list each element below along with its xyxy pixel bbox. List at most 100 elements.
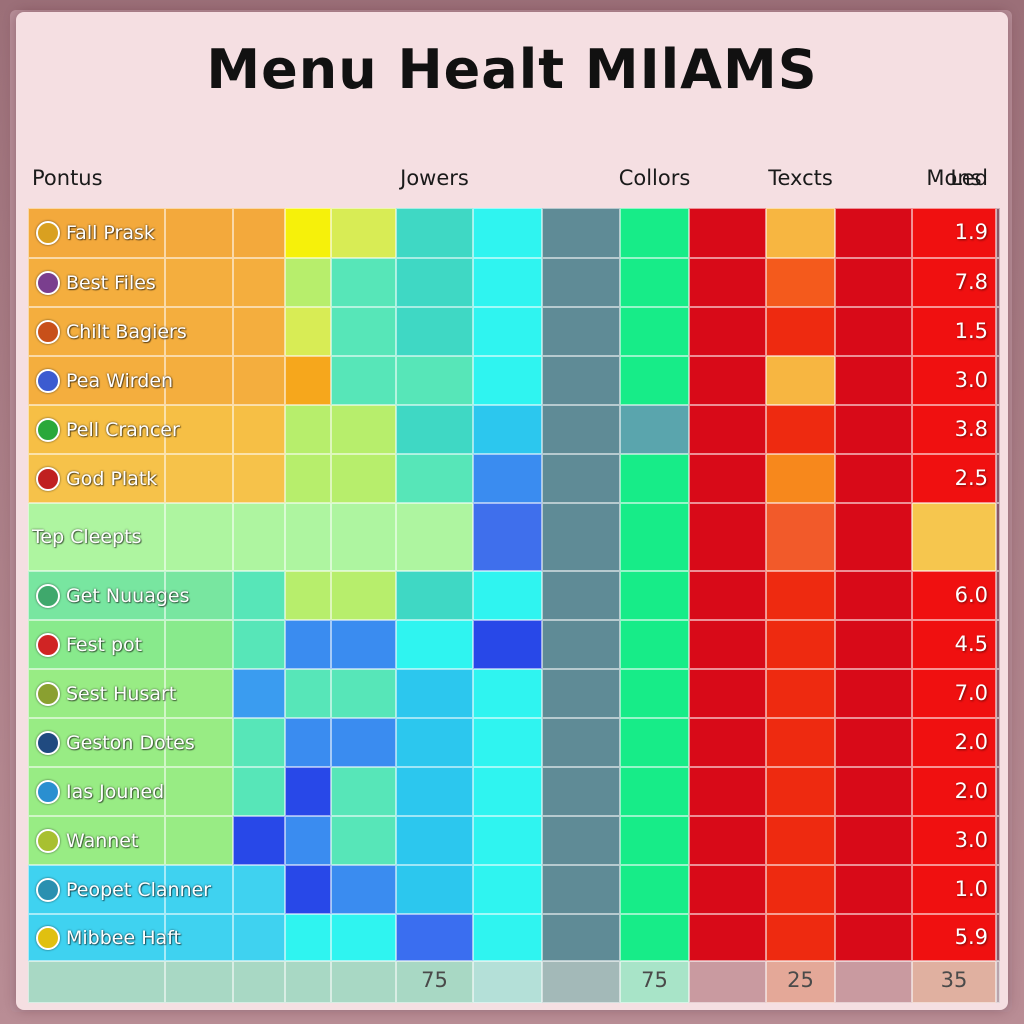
heatmap-cell — [912, 454, 996, 503]
heatmap-cell — [766, 767, 835, 816]
heatmap-cell — [396, 620, 473, 669]
row-value: 7.0 — [954, 680, 988, 705]
column-header: Led — [950, 166, 988, 190]
heatmap-cell — [766, 307, 835, 356]
chart-title: Menu Healt MIlAMS — [206, 38, 818, 101]
heatmap-cell — [620, 356, 689, 405]
heatmap-cell — [396, 816, 473, 865]
row-label: Best Files — [36, 270, 156, 295]
row-label: God Platk — [36, 466, 157, 491]
heatmap-cell — [473, 356, 542, 405]
heatmap-cell — [331, 718, 396, 767]
row-value: 2.0 — [954, 778, 988, 803]
heatmap-cell — [396, 669, 473, 718]
heatmap-cell — [542, 356, 620, 405]
heatmap-cell — [766, 865, 835, 914]
row-value: 5.9 — [954, 924, 988, 949]
heatmap-cell — [689, 669, 766, 718]
heatmap-cell — [689, 356, 766, 405]
heatmap-cell — [542, 307, 620, 356]
heatmap-cell — [28, 503, 165, 571]
heatmap-cell — [165, 816, 233, 865]
heatmap-cell — [233, 865, 285, 914]
value-cell — [996, 258, 1000, 307]
row-label-text: Ias Jouned — [66, 780, 165, 803]
heatmap-cell — [233, 620, 285, 669]
footer-cell — [689, 961, 766, 1003]
heatmap-cell — [165, 865, 233, 914]
heatmap-cell — [766, 356, 835, 405]
heatmap-cell — [396, 767, 473, 816]
heatmap-cell — [835, 356, 912, 405]
value-cell — [996, 356, 1000, 405]
row-value: 2.5 — [954, 465, 988, 490]
heatmap-cell — [620, 914, 689, 961]
heatmap-cell — [689, 571, 766, 620]
heatmap-cell — [285, 307, 331, 356]
heatmap-cell — [766, 669, 835, 718]
heatmap-cell — [473, 914, 542, 961]
heatmap-cell — [285, 816, 331, 865]
heatmap-cell — [689, 258, 766, 307]
value-cell — [996, 503, 1000, 571]
heatmap-cell — [766, 718, 835, 767]
row-label: Tep Cleepts — [32, 525, 142, 549]
heatmap-cell — [165, 767, 233, 816]
heatmap-cell — [542, 816, 620, 865]
column-header: Mons — [926, 166, 982, 190]
value-cell — [996, 865, 1000, 914]
footer-cell — [835, 961, 912, 1003]
heatmap-cell — [473, 718, 542, 767]
column-header: Texcts — [768, 166, 833, 190]
heatmap-cell — [835, 258, 912, 307]
heatmap-cell — [542, 620, 620, 669]
heatmap-cell — [620, 718, 689, 767]
heatmap-cell — [912, 571, 996, 620]
value-cell — [996, 816, 1000, 865]
row-icon — [36, 368, 60, 393]
heatmap-cell — [542, 767, 620, 816]
footer-cell — [396, 961, 473, 1003]
heatmap-cell — [620, 503, 689, 571]
heatmap-cell — [689, 307, 766, 356]
heatmap-cell — [396, 718, 473, 767]
heatmap-cell — [766, 914, 835, 961]
row-value: 4.5 — [954, 631, 988, 656]
footer-cell — [233, 961, 285, 1003]
heatmap-cell — [542, 718, 620, 767]
heatmap-cell — [285, 356, 331, 405]
value-cell — [996, 454, 1000, 503]
heatmap-cell — [331, 620, 396, 669]
heatmap-cell — [331, 405, 396, 454]
heatmap-cell — [165, 454, 233, 503]
heatmap-cell — [766, 454, 835, 503]
heatmap-cell — [542, 454, 620, 503]
row-icon — [36, 925, 60, 950]
heatmap-cell — [689, 914, 766, 961]
column-header: Jowers — [400, 166, 469, 190]
heatmap-cell — [912, 865, 996, 914]
heatmap-cell — [835, 816, 912, 865]
heatmap-cell — [473, 454, 542, 503]
heatmap-cell — [835, 767, 912, 816]
row-value: 2.0 — [954, 729, 988, 754]
heatmap-cell — [473, 865, 542, 914]
footer-value: 25 — [787, 968, 814, 992]
heatmap-cell — [473, 405, 542, 454]
heatmap-cell — [620, 816, 689, 865]
heatmap-cell — [233, 356, 285, 405]
footer-cell — [165, 961, 233, 1003]
value-cell — [996, 718, 1000, 767]
heatmap-cell — [473, 767, 542, 816]
value-cell — [996, 208, 1000, 258]
heatmap-cell — [233, 669, 285, 718]
heatmap-cell — [396, 454, 473, 503]
heatmap-cell — [835, 307, 912, 356]
footer-value: 75 — [641, 968, 668, 992]
value-cell — [996, 620, 1000, 669]
heatmap-cell — [835, 914, 912, 961]
row-icon — [36, 877, 60, 902]
row-label: Sest Husart — [36, 681, 176, 706]
heatmap-cell — [165, 356, 233, 405]
heatmap-cell — [331, 669, 396, 718]
